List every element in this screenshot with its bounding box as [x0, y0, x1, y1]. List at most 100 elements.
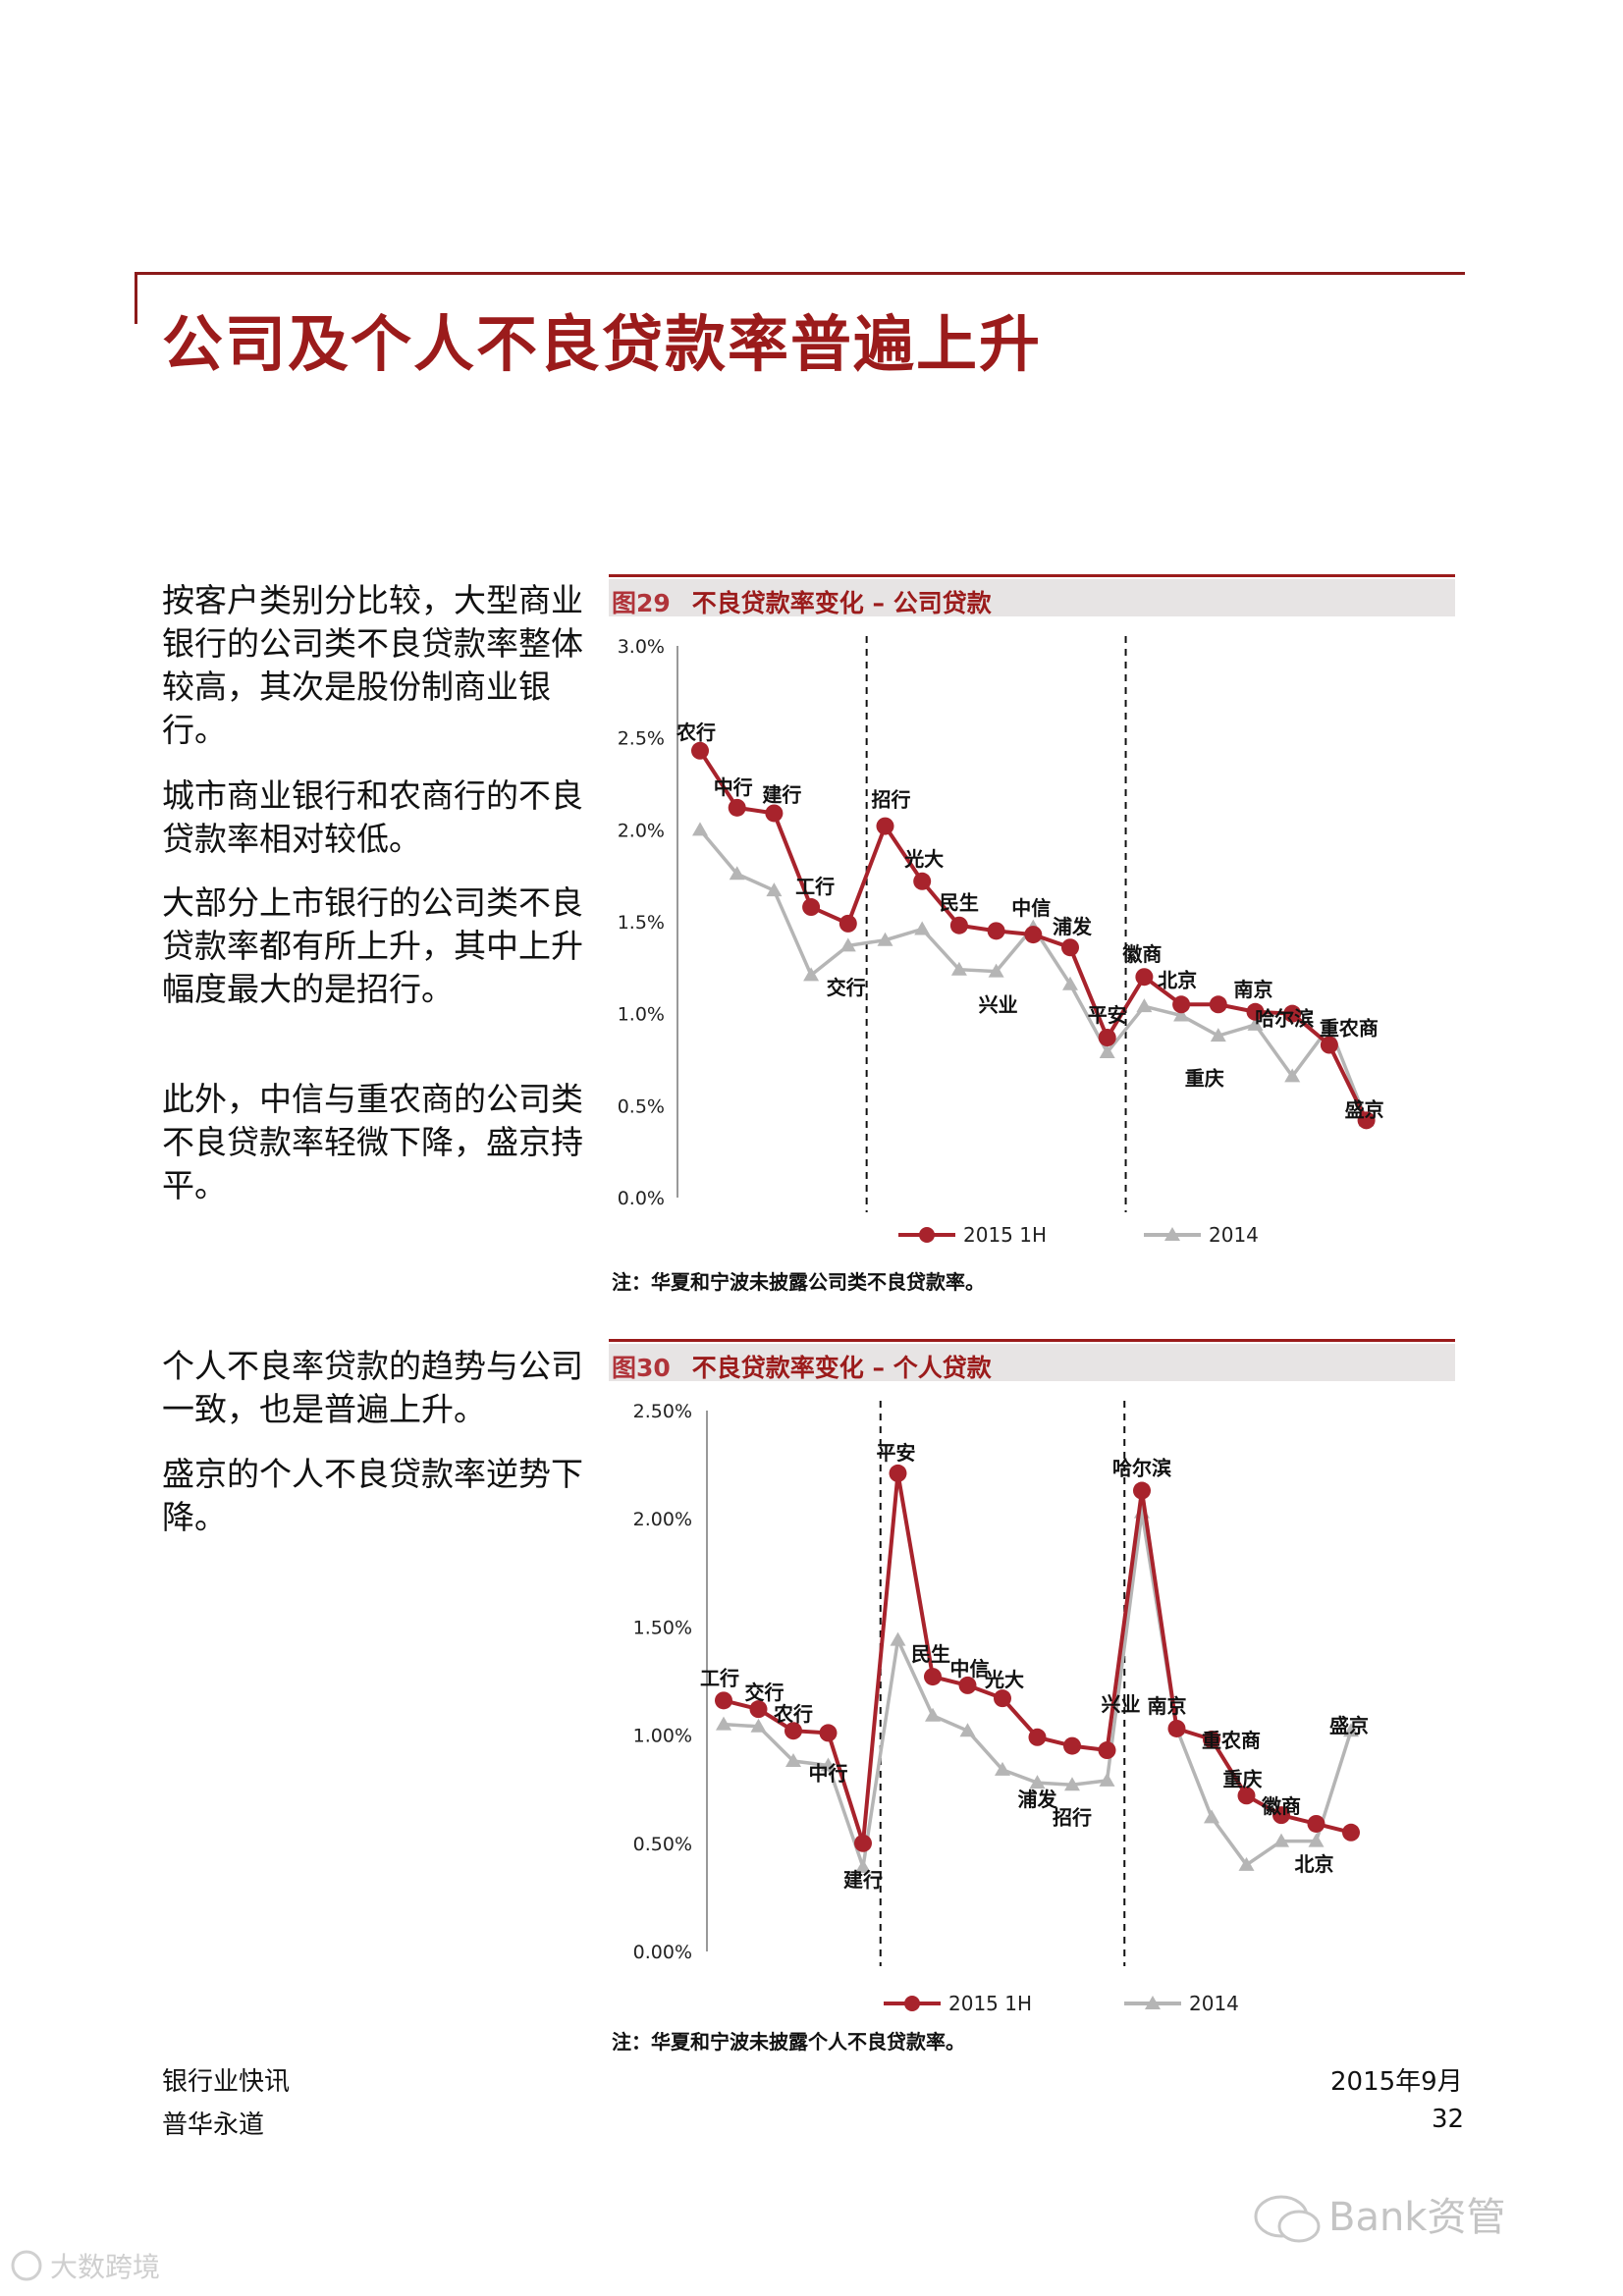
- corporate-series-2014-point: [988, 963, 1004, 978]
- figure-30-header: [609, 1344, 1455, 1381]
- corporate-category-label: 中行: [714, 775, 753, 799]
- corporate-series-2015-point: [1024, 926, 1043, 944]
- corporate-series-2014-point: [1173, 1007, 1190, 1022]
- corporate-category-label: 农行: [676, 721, 716, 744]
- corporate-series-2015-point: [1135, 968, 1154, 987]
- watermark-bank-logo: Bank资管: [1252, 2187, 1576, 2246]
- personal-series-2014-point: [716, 1716, 731, 1731]
- personal-series-2014-point: [995, 1761, 1010, 1776]
- personal-category-label: 建行: [843, 1868, 883, 1892]
- figure-30-number: 图30: [612, 1354, 671, 1382]
- personal-category-label: 重农商: [1202, 1729, 1261, 1752]
- personal-series-2014-point: [1308, 1833, 1325, 1847]
- personal-category-label: 平安: [877, 1441, 916, 1465]
- corporate-series-2014-point: [692, 822, 708, 836]
- personal-category-label: 中信: [950, 1657, 990, 1681]
- personal-series-2014-point: [1029, 1775, 1046, 1789]
- personal-category-label: 南京: [1148, 1694, 1187, 1718]
- footer-date: 2015年9月: [1330, 2067, 1463, 2097]
- figure-29-rule: [609, 574, 1455, 577]
- personal-series-2015-point: [1028, 1728, 1047, 1746]
- personal-series-2015-point: [784, 1722, 802, 1740]
- corporate-series-2014-point: [1321, 1018, 1337, 1033]
- corporate-category-label: 南京: [1234, 978, 1273, 1001]
- personal-series-2015-point: [1133, 1481, 1151, 1500]
- personal-series-2014-point: [785, 1753, 801, 1768]
- personal-category-label: 兴业: [1102, 1692, 1141, 1716]
- title-frame: [135, 272, 1465, 324]
- corporate-series-2015-point: [987, 922, 1005, 940]
- corporate-ytick-label: 0.5%: [618, 1095, 665, 1117]
- corporate-category-label: 招行: [872, 788, 911, 812]
- corporate-category-label: 浦发: [1053, 915, 1093, 938]
- personal-series-2015-point: [1167, 1719, 1186, 1737]
- corporate-legend-2014-label: 2014: [1209, 1223, 1259, 1247]
- corporate-series-2014-point: [1099, 1044, 1115, 1059]
- personal-legend-2014-label: 2014: [1189, 1992, 1239, 2015]
- personal-ytick-label: 0.50%: [633, 1834, 692, 1855]
- personal-series-2015-point: [889, 1464, 907, 1482]
- figure-29-caption: 不良贷款率变化 – 公司贷款: [691, 589, 992, 617]
- corporate-series-2015-point: [1320, 1036, 1338, 1054]
- personal-category-label: 工行: [700, 1666, 739, 1689]
- watermark-left-logo: 大数跨境: [11, 2250, 160, 2283]
- footer-company: 普华永道: [162, 2110, 265, 2140]
- figure-30-caption: 不良贷款率变化 – 个人贷款: [691, 1354, 992, 1382]
- corporate-series-2014-line: [698, 828, 1369, 1121]
- corporate-series-2015-point: [691, 741, 709, 760]
- corporate-ytick-label: 0.0%: [618, 1188, 665, 1209]
- footer-page-number: 32: [1432, 2105, 1465, 2134]
- personal-legend-2014-marker: [1145, 1996, 1161, 2009]
- personal-category-label: 重庆: [1223, 1767, 1263, 1790]
- personal-legend-2015-label: 2015 1H: [948, 1992, 1032, 2015]
- personal-category-label: 民生: [911, 1642, 950, 1666]
- personal-series-2014-point: [1204, 1809, 1219, 1824]
- corporate-legend-2015-marker: [919, 1227, 935, 1243]
- page-title: 公司及个人不良贷款率普遍上升: [162, 308, 1043, 380]
- corporate-category-label: 交行: [827, 976, 866, 999]
- corporate-series-2014-point: [1062, 976, 1078, 990]
- corporate-category-label: 光大: [903, 847, 944, 871]
- personal-series-2014-point: [1343, 1723, 1359, 1737]
- personal-series-2015-point: [819, 1724, 838, 1742]
- figure-30-title: 图30 不良贷款率变化 – 个人贷款: [612, 1349, 992, 1384]
- corporate-series-2015-point: [1209, 995, 1227, 1014]
- corporate-category-label: 民生: [940, 891, 979, 915]
- figure-29-number: 图29: [612, 589, 671, 617]
- figure-29-header: [609, 579, 1455, 616]
- figure-30-rule: [609, 1339, 1455, 1342]
- corporate-series-2015-point: [1357, 1111, 1376, 1130]
- corporate-series-2014-point: [729, 866, 745, 881]
- corporate-category-label: 北京: [1158, 968, 1197, 991]
- paragraph-1: 按客户类别分比较，大型商业银行的公司类不良贷款率整体较高，其次是股份制商业银行。: [162, 581, 583, 749]
- personal-category-label: 光大: [984, 1668, 1024, 1691]
- corporate-series-2015-point: [728, 798, 746, 817]
- personal-ytick-label: 1.00%: [633, 1726, 692, 1747]
- watermark-right-text: Bank资管: [1328, 2195, 1505, 2240]
- corporate-series-2014-point: [950, 961, 967, 976]
- corporate-ytick-label: 2.0%: [618, 820, 665, 841]
- personal-category-label: 哈尔滨: [1112, 1457, 1171, 1480]
- personal-category-label: 招行: [1053, 1806, 1092, 1830]
- personal-ytick-label: 0.00%: [633, 1942, 692, 1963]
- corporate-ytick-label: 1.0%: [618, 1004, 665, 1026]
- personal-category-label: 北京: [1295, 1852, 1334, 1876]
- personal-category-label: 中行: [809, 1761, 848, 1785]
- corporate-series-2014-point: [839, 937, 856, 952]
- personal-series-2015-point: [715, 1691, 732, 1710]
- corporate-category-label: 中信: [1011, 896, 1051, 920]
- corporate-series-2014-point: [1210, 1028, 1226, 1042]
- personal-series-2015-point: [854, 1834, 872, 1852]
- personal-series-2014-point: [1064, 1777, 1080, 1791]
- personal-series-2014-point: [750, 1718, 767, 1733]
- corporate-category-label: 建行: [762, 782, 801, 806]
- corporate-series-2015-point: [949, 916, 968, 934]
- paragraph-6: 盛京的个人不良贷款率逆势下降。: [162, 1455, 583, 1536]
- corporate-ytick-label: 1.5%: [618, 912, 665, 934]
- personal-ytick-label: 2.00%: [633, 1509, 692, 1530]
- watermark-left-text: 大数跨境: [50, 2251, 160, 2283]
- paragraph-5: 个人不良率贷款的趋势与公司一致，也是普遍上升。: [162, 1347, 583, 1428]
- corporate-series-2015-point: [1172, 995, 1191, 1014]
- personal-series-2014-point: [890, 1631, 906, 1646]
